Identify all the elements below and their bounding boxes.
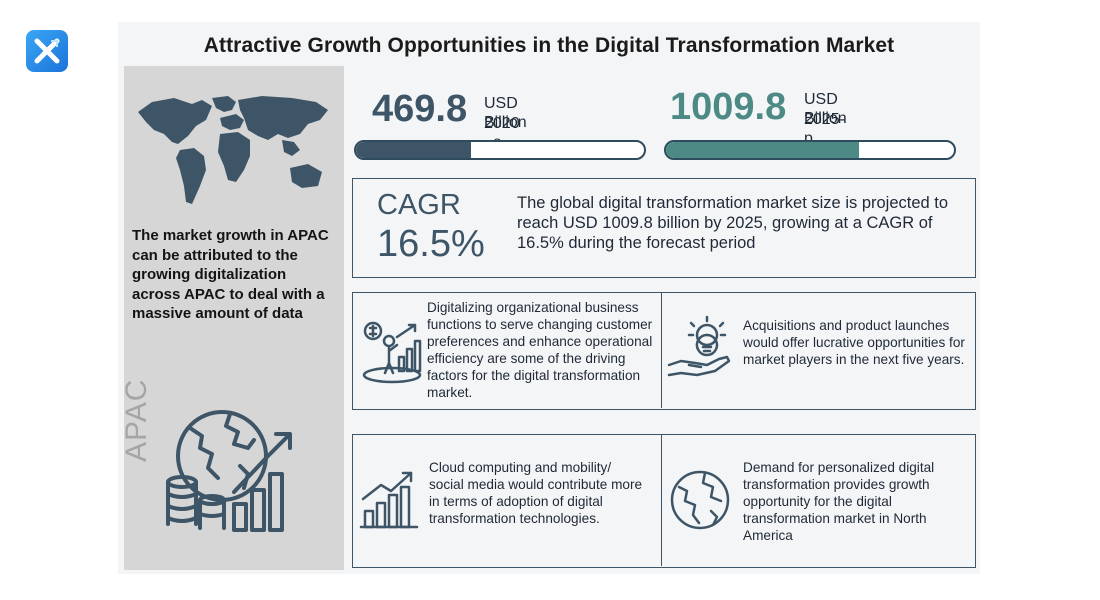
app-logo <box>26 30 68 72</box>
driver-text-3: Cloud computing and mobility/ social med… <box>429 460 643 526</box>
cagr-value: 16.5% <box>377 223 485 265</box>
stat-2025-unit: USD Billion <box>804 91 847 127</box>
infographic-title: Attractive Growth Opportunities in the D… <box>203 34 895 57</box>
cagr-description: The global digital transformation market… <box>517 194 949 252</box>
bar-growth-icon <box>359 471 419 529</box>
row-divider <box>661 435 662 566</box>
row-divider <box>661 293 662 408</box>
cagr-box: CAGR 16.5% The global digital transforma… <box>352 178 976 278</box>
globe-growth-icon <box>166 410 292 532</box>
world-map-icon <box>138 96 328 204</box>
stat-2025-progress-bar <box>664 140 956 160</box>
driver-text-2: Acquisitions and product launches would … <box>743 318 965 367</box>
stat-2025-value: 1009.8 <box>670 86 787 128</box>
infographic-card: Attractive Growth Opportunities in the D… <box>118 22 980 574</box>
stat-2025-year: 2025-p <box>804 111 845 147</box>
stat-2020-value: 469.8 <box>372 88 468 130</box>
stat-2020-progress-fill <box>356 142 472 158</box>
cagr-label: CAGR <box>377 189 461 221</box>
growth-person-icon <box>362 321 422 384</box>
stat-2020-progress-bar <box>354 140 646 160</box>
driver-text-1: Digitalizing organizational business fun… <box>427 300 653 400</box>
stat-2025-progress-fill <box>666 142 859 158</box>
drivers-row-1: Digitalizing organizational business fun… <box>352 292 976 410</box>
drivers-row-2: Cloud computing and mobility/ social med… <box>352 434 976 568</box>
globe-icon <box>670 470 730 530</box>
driver-text-4: Demand for personalized digital transfor… <box>743 460 935 543</box>
stat-2020-unit: USD Billion <box>484 95 527 131</box>
apac-growth-text: The market growth in APAC can be attribu… <box>132 227 329 322</box>
apac-label: APAC <box>120 378 153 462</box>
lightbulb-hand-icon <box>667 315 731 377</box>
apac-panel: The market growth in APAC can be attribu… <box>120 66 344 570</box>
